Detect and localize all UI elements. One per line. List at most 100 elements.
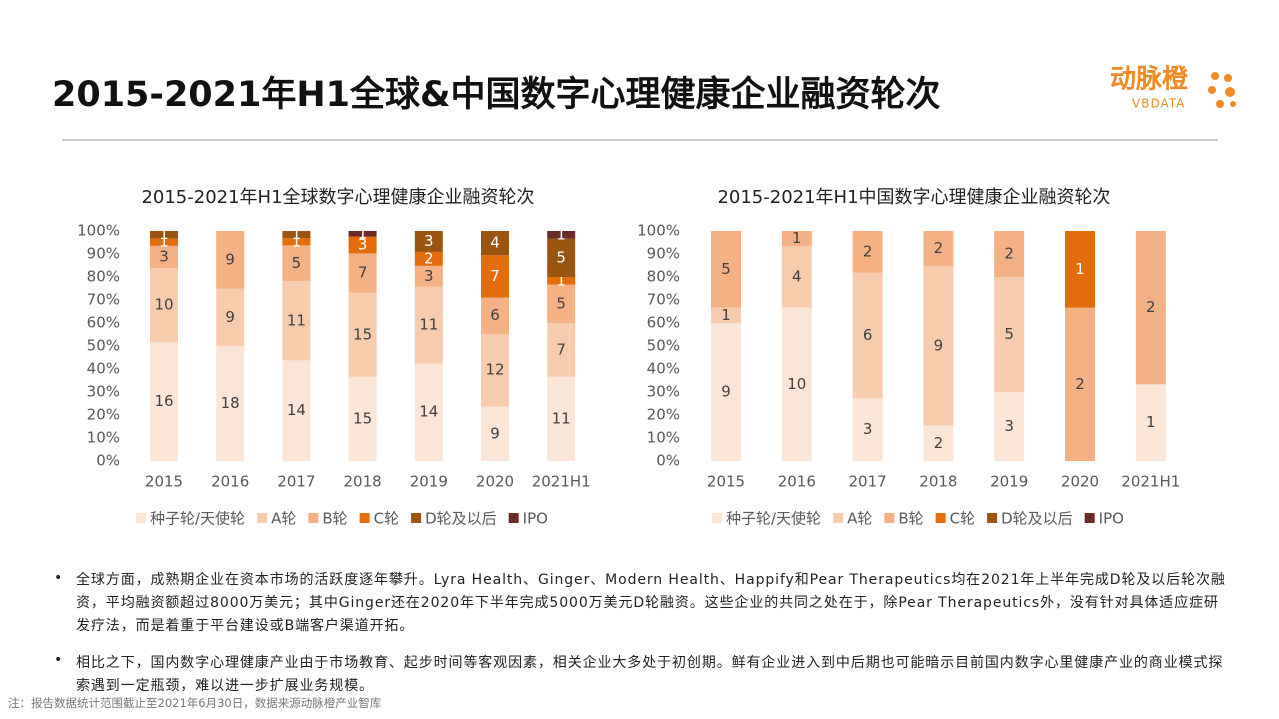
legend-label: C轮 [374, 510, 399, 528]
y-tick-label: 100% [77, 222, 120, 240]
data-label: 6 [863, 326, 873, 344]
y-tick-label: 70% [647, 291, 680, 309]
data-label: 9 [721, 383, 731, 401]
x-tick-label: 2019 [410, 473, 448, 491]
bar-segment [547, 323, 576, 377]
bar-segment [781, 231, 812, 247]
legend-label: 种子轮/天使轮 [726, 510, 821, 528]
bar-segment [348, 292, 377, 377]
legend-swatch [1084, 513, 1095, 523]
bar-segment [1135, 384, 1166, 461]
data-label: 1 [159, 233, 169, 251]
data-label: 1 [721, 306, 731, 324]
y-tick-label: 10% [87, 429, 120, 447]
data-label: 1 [292, 225, 302, 243]
bar-segment [481, 406, 509, 461]
data-label: 2 [863, 242, 873, 260]
data-label: 1 [792, 229, 802, 247]
x-tick-label: 2018 [344, 473, 382, 491]
bar-segment [348, 253, 377, 293]
data-label: 15 [353, 325, 372, 343]
bullet-dot: • [54, 570, 63, 586]
legend-swatch [308, 513, 319, 523]
bar-segment [348, 376, 377, 461]
data-label: 3 [1004, 417, 1014, 435]
bar-segment [994, 392, 1025, 461]
data-label: 1 [292, 232, 302, 250]
bar-segment [1135, 231, 1166, 385]
bullet-dot: • [54, 652, 63, 668]
legend-swatch [257, 513, 268, 523]
x-tick-label: 2016 [211, 473, 249, 491]
bar-segment [282, 245, 311, 282]
bar-segment [150, 342, 178, 461]
bar-segment [282, 360, 311, 461]
legend-swatch [987, 513, 998, 523]
data-label: 2 [1004, 245, 1014, 263]
y-tick-label: 80% [647, 268, 680, 286]
bar-segment [150, 231, 178, 239]
bar-segment [547, 284, 576, 323]
data-label: 2 [1146, 298, 1156, 316]
bar-segment [414, 265, 443, 287]
y-tick-label: 90% [87, 245, 120, 263]
data-label: 14 [287, 401, 306, 419]
data-label: 1 [1146, 413, 1156, 431]
y-tick-label: 70% [87, 291, 120, 309]
bar-segment [282, 281, 311, 361]
y-tick-label: 60% [87, 314, 120, 332]
legend-swatch [833, 513, 844, 523]
bar-segment [852, 231, 883, 273]
y-tick-label: 40% [87, 360, 120, 378]
data-label: 4 [792, 268, 802, 286]
bar-segment [781, 246, 812, 308]
bar-segment [923, 231, 954, 267]
data-label: 12 [485, 361, 504, 379]
legend-swatch [712, 513, 722, 523]
legend-swatch [935, 513, 946, 523]
bar-segment [781, 307, 812, 461]
bar-segment [994, 231, 1025, 277]
data-label: 9 [490, 424, 500, 442]
legend-label: B轮 [322, 510, 347, 528]
data-label: 16 [154, 392, 173, 410]
y-tick-label: 60% [647, 314, 680, 332]
legend-label: A轮 [271, 510, 296, 528]
legend-swatch [411, 513, 422, 523]
bar-segment [923, 425, 954, 461]
y-tick-label: 80% [87, 268, 120, 286]
bar-segment [282, 231, 311, 239]
legend-label: IPO [523, 510, 548, 528]
legend-label: C轮 [950, 510, 975, 528]
legend-label: A轮 [847, 510, 872, 528]
data-label: 6 [490, 306, 500, 324]
x-tick-label: 2015 [707, 473, 745, 491]
bar-segment [150, 268, 178, 343]
x-tick-label: 2017 [849, 473, 887, 491]
data-label: 11 [419, 316, 438, 334]
y-tick-label: 20% [87, 406, 120, 424]
data-label: 10 [787, 375, 806, 393]
legend-swatch [884, 513, 895, 523]
bar-segment [711, 307, 741, 323]
bar-segment [481, 333, 509, 407]
bar-segment [994, 277, 1025, 392]
data-label: 15 [353, 409, 372, 427]
data-label: 9 [225, 250, 235, 268]
bar-segment [481, 231, 509, 256]
legend-label: D轮及以后 [425, 510, 497, 528]
x-tick-label: 2015 [145, 473, 183, 491]
data-label: 3 [159, 247, 169, 265]
y-tick-label: 100% [637, 222, 680, 240]
data-label: 10 [154, 296, 173, 314]
bar-segment [348, 236, 377, 254]
x-tick-label: 2020 [476, 473, 514, 491]
x-tick-label: 2021H1 [1121, 473, 1180, 491]
y-tick-label: 50% [87, 337, 120, 355]
y-tick-label: 40% [647, 360, 680, 378]
data-label: 11 [287, 311, 306, 329]
chart-title: 2015-2021年H1全球数字心理健康企业融资轮次 [141, 187, 534, 208]
logo-sub: VBDATA [1132, 97, 1185, 111]
